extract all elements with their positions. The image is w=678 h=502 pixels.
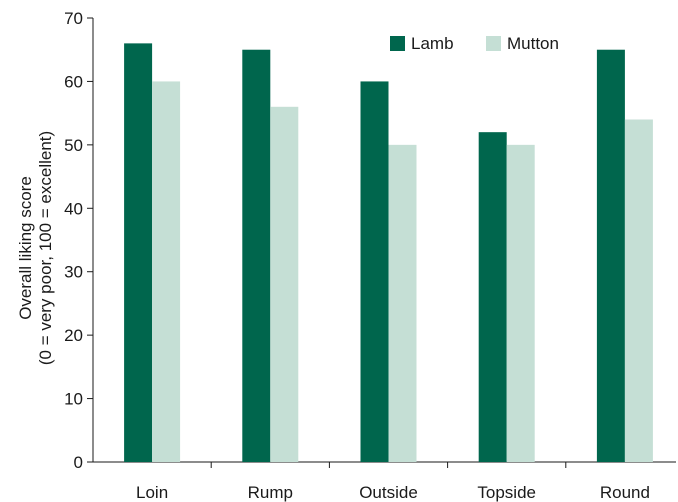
- bar-mutton-outside: [388, 144, 417, 462]
- y-tick-label: 60: [64, 72, 83, 91]
- y-tick-label: 10: [64, 390, 83, 409]
- y-tick-label: 50: [64, 136, 83, 155]
- y-tick-label: 70: [64, 9, 83, 28]
- bar-mutton-rump: [270, 106, 299, 463]
- legend-swatch-mutton: [486, 36, 501, 51]
- y-axis-title-line2: (0 = very poor, 100 = excellent): [36, 131, 55, 365]
- y-axis-title: Overall liking score (0 = very poor, 100…: [16, 131, 55, 365]
- x-tick-label: Loin: [136, 483, 168, 502]
- x-tick-label: Rump: [248, 483, 293, 502]
- legend-label-lamb: Lamb: [411, 34, 454, 53]
- x-tick-label: Outside: [359, 483, 418, 502]
- bar-mutton-round: [624, 119, 653, 462]
- legend: Lamb Mutton: [390, 34, 559, 53]
- y-tick-label: 20: [64, 326, 83, 345]
- x-tick-label: Topside: [477, 483, 536, 502]
- x-tick-label: Round: [600, 483, 650, 502]
- y-tick-label: 0: [74, 453, 83, 472]
- legend-label-mutton: Mutton: [507, 34, 559, 53]
- plot-area: 0 10 20 30 40 50 60 70 Loin Rump Outside Topside Rou…: [64, 9, 676, 502]
- bar-mutton-loin: [152, 81, 181, 462]
- bar-lamb-loin: [124, 43, 153, 462]
- bar-lamb-rump: [242, 49, 271, 462]
- y-tick-label: 40: [64, 199, 83, 218]
- bar-mutton-topside: [506, 144, 535, 462]
- y-tick-label: 30: [64, 263, 83, 282]
- y-axis-title-line1: Overall liking score: [16, 176, 35, 320]
- bar-lamb-outside: [360, 81, 389, 462]
- legend-swatch-lamb: [390, 36, 405, 51]
- bar-lamb-round: [596, 49, 625, 462]
- bar-lamb-topside: [478, 132, 507, 462]
